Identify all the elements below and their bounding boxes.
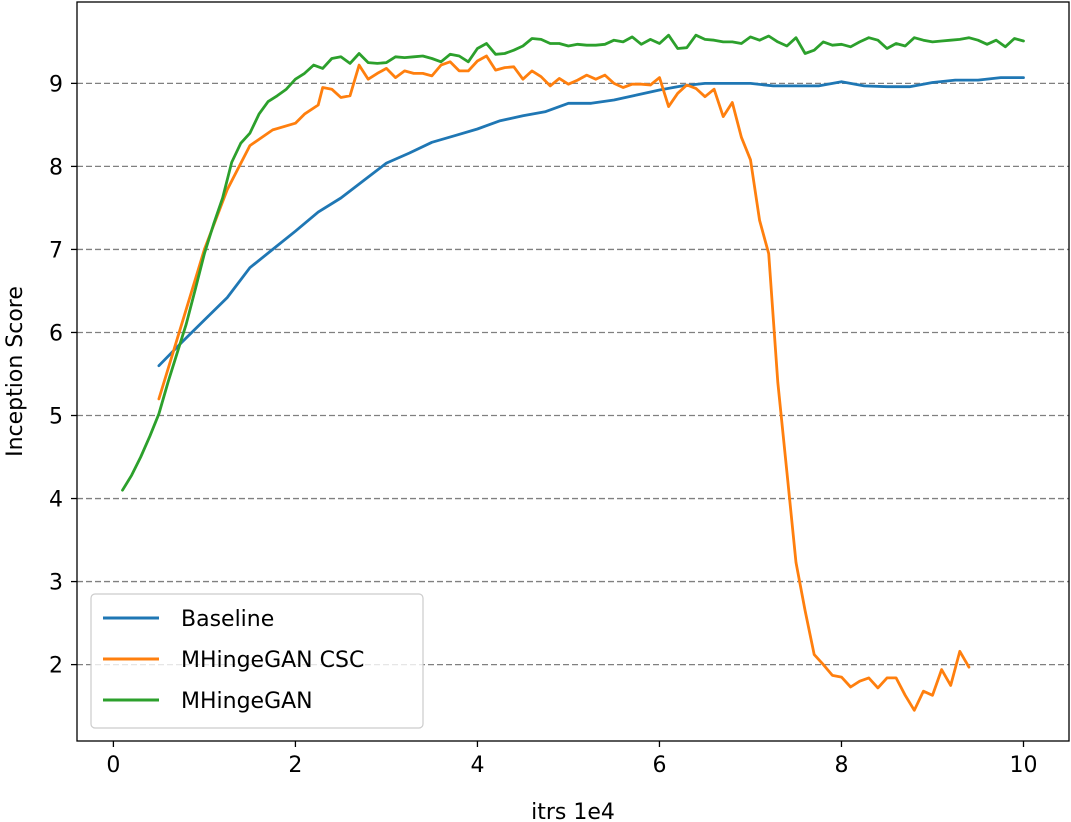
x-axis-label: itrs 1e4 (531, 800, 615, 822)
y-tick-label-2: 2 (49, 654, 63, 679)
x-axis-ticks: 0 2 4 6 8 10 (106, 741, 1037, 778)
legend-label-mhingegan: MHingeGAN (181, 689, 313, 714)
y-axis-label: Inception Score (3, 286, 28, 457)
legend-label-mhingegan-csc: MHingeGAN CSC (181, 648, 364, 673)
axes-frame (76, 1, 1070, 742)
y-tick-label-6: 6 (49, 321, 63, 346)
series-lines (121, 33, 1025, 712)
y-tick-label-4: 4 (49, 488, 63, 513)
x-tick-label-2: 2 (288, 753, 302, 778)
legend-label-baseline: Baseline (181, 607, 274, 632)
y-axis-ticks: 2 3 4 5 6 7 8 9 (49, 72, 77, 679)
x-tick-label-8: 8 (834, 753, 848, 778)
legend-box (90, 593, 424, 729)
y-tick-label-7: 7 (49, 238, 63, 263)
legend: Baseline MHingeGAN CSC MHingeGAN (90, 593, 424, 729)
y-tick-label-9: 9 (49, 72, 63, 97)
x-tick-label-4: 4 (470, 753, 484, 778)
x-tick-label-0: 0 (106, 753, 120, 778)
y-tick-label-3: 3 (49, 571, 63, 596)
y-tick-label-5: 5 (49, 405, 63, 430)
x-tick-label-10: 10 (1009, 753, 1037, 778)
series-line-mhingegan (121, 33, 1025, 492)
y-tick-label-8: 8 (49, 155, 63, 180)
series-line-baseline (157, 76, 1025, 368)
series-line-mhingegan-csc (157, 54, 971, 712)
x-tick-label-6: 6 (652, 753, 666, 778)
